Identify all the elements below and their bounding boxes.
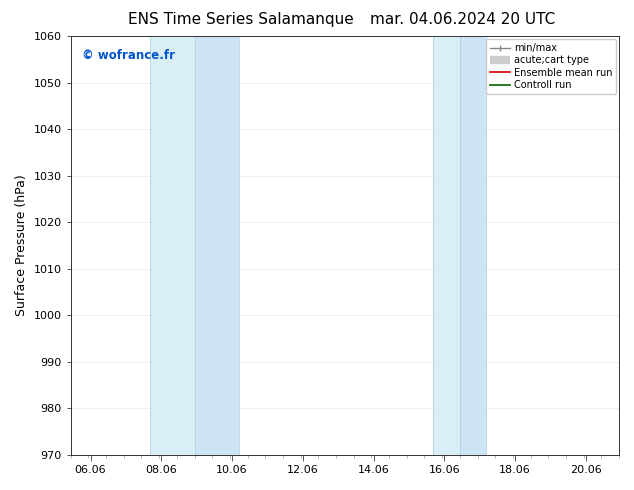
- Bar: [433, 36, 460, 455]
- Text: © wofrance.fr: © wofrance.fr: [82, 49, 175, 62]
- Bar: [150, 36, 195, 455]
- Legend: min/max, acute;cart type, Ensemble mean run, Controll run: min/max, acute;cart type, Ensemble mean …: [486, 39, 616, 94]
- Text: mar. 04.06.2024 20 UTC: mar. 04.06.2024 20 UTC: [370, 12, 555, 27]
- Y-axis label: Surface Pressure (hPa): Surface Pressure (hPa): [15, 174, 28, 316]
- Bar: [460, 36, 486, 455]
- Text: ENS Time Series Salamanque: ENS Time Series Salamanque: [128, 12, 354, 27]
- Bar: [195, 36, 239, 455]
